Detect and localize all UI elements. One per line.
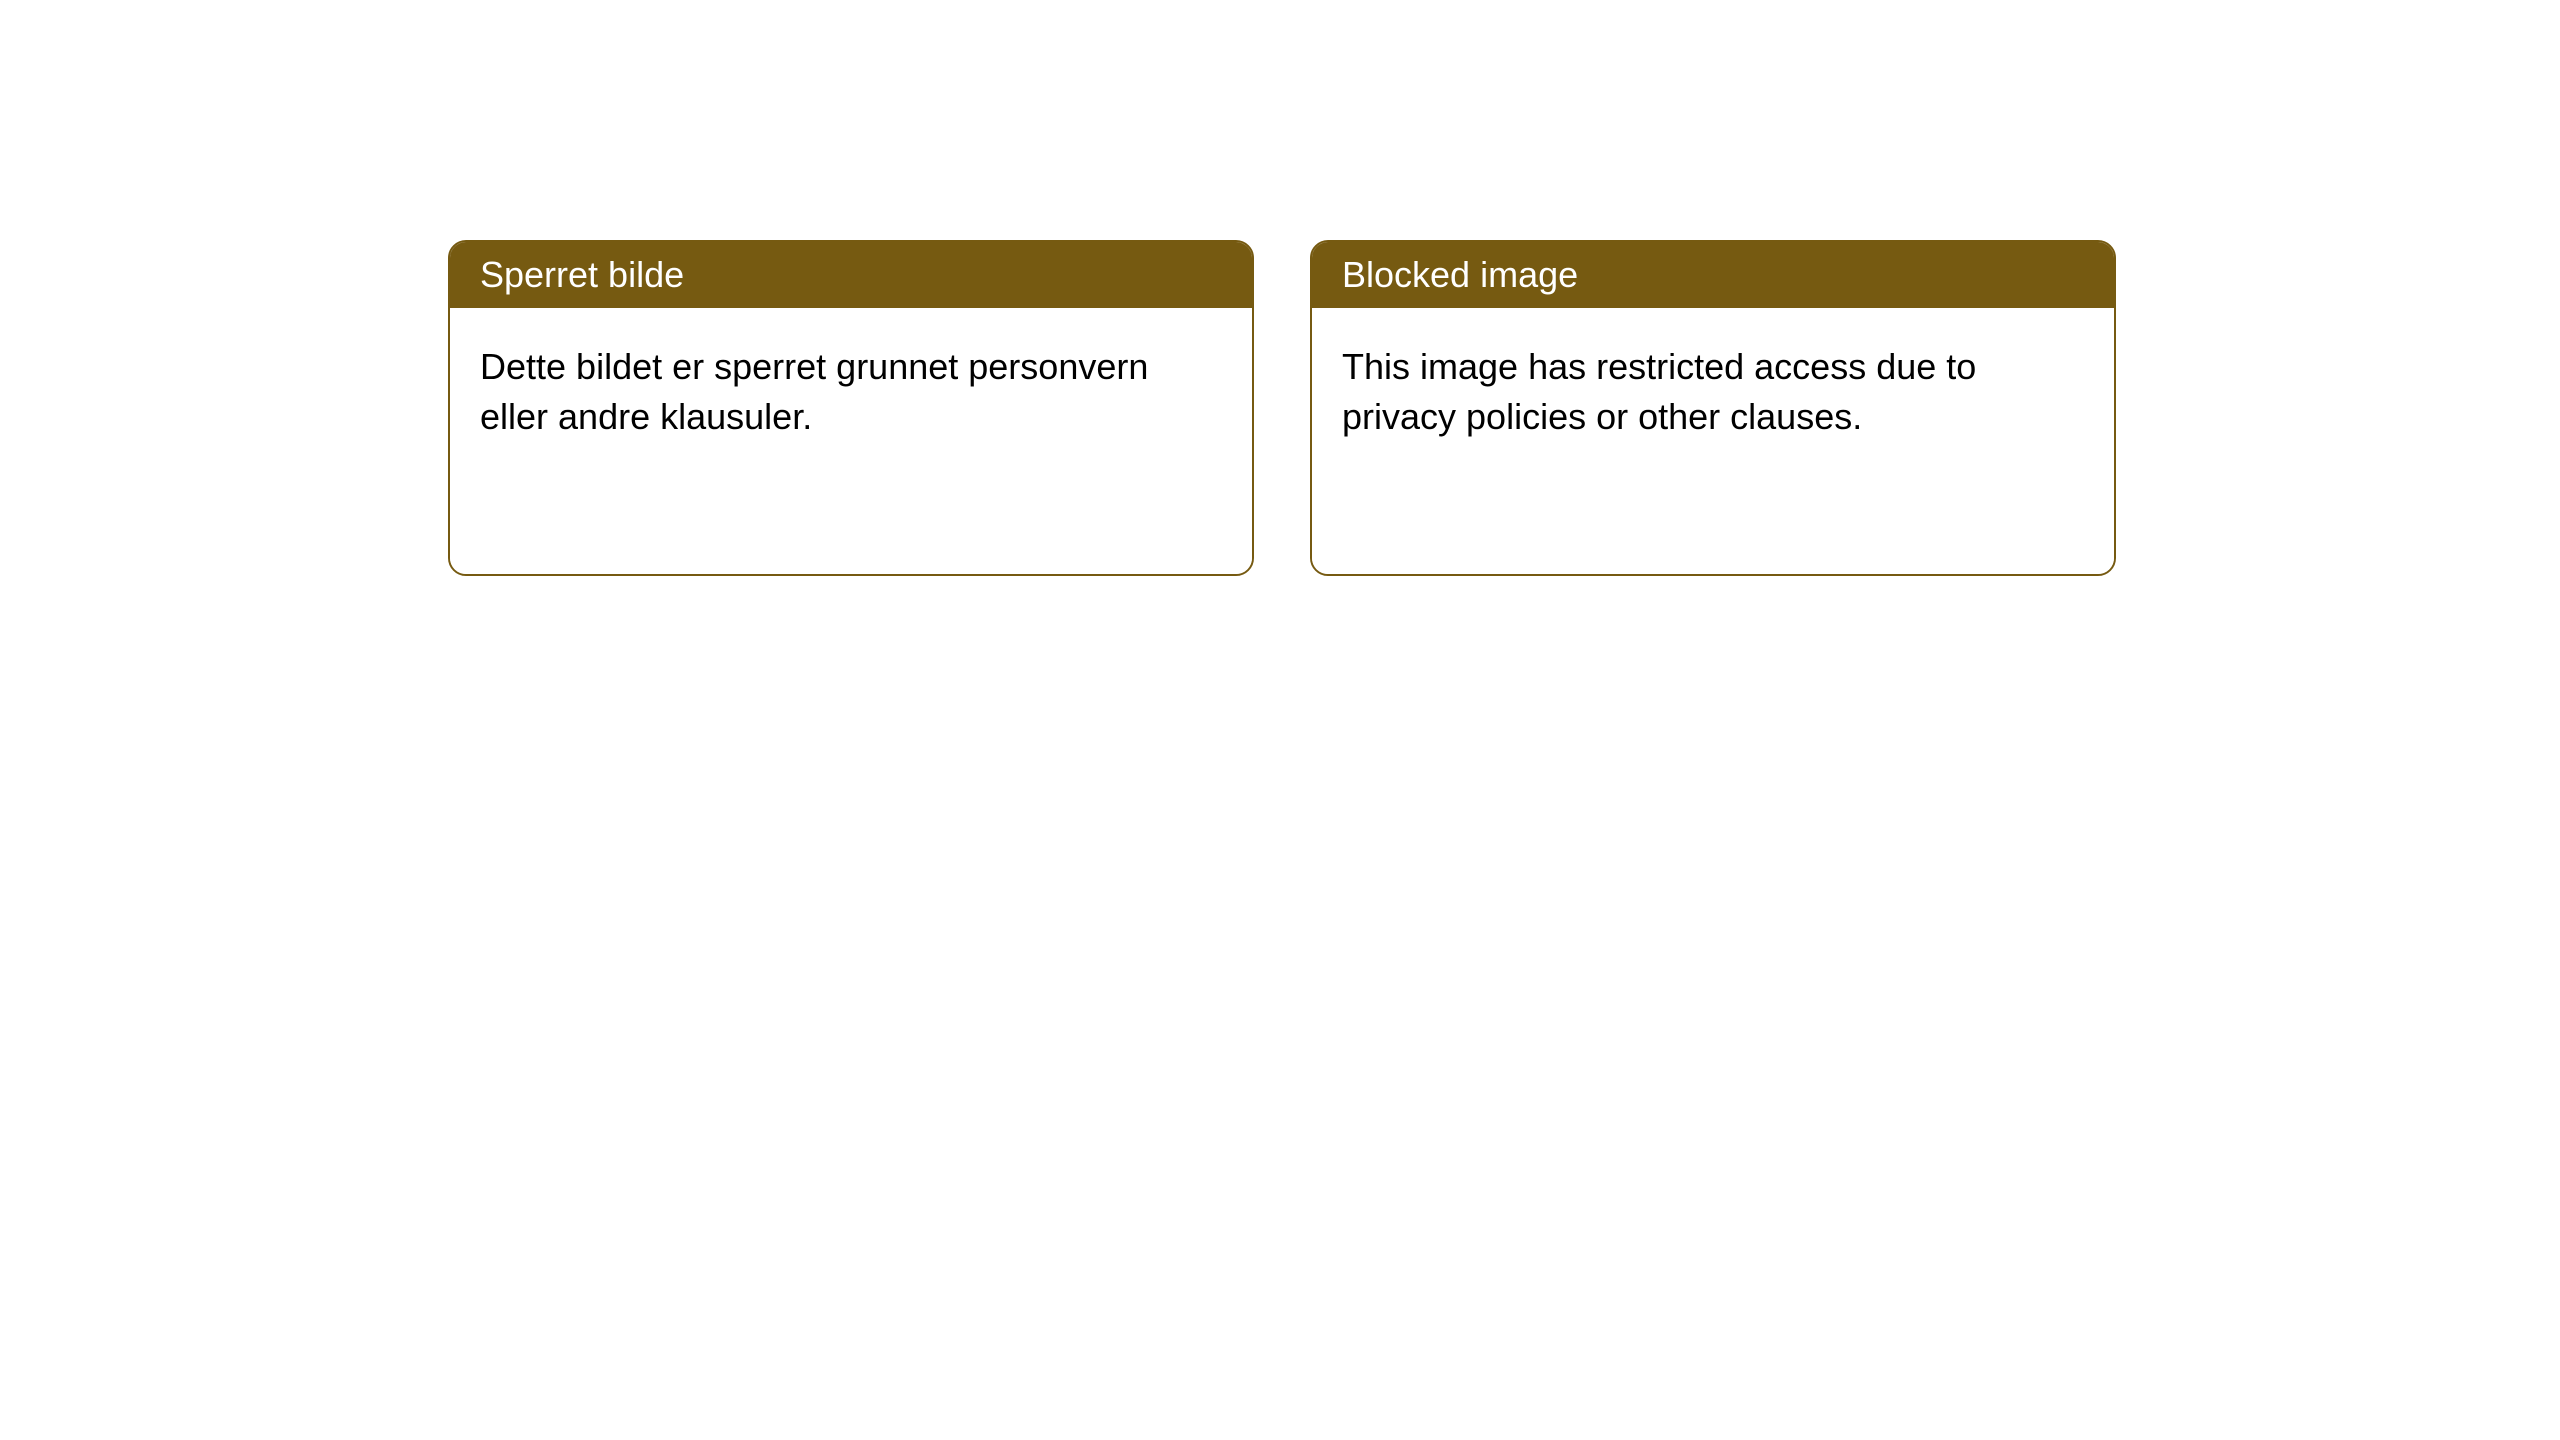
notice-card-english: Blocked image This image has restricted … bbox=[1310, 240, 2116, 576]
notice-title: Blocked image bbox=[1342, 254, 1578, 295]
notice-body-text: This image has restricted access due to … bbox=[1342, 346, 1976, 437]
notice-title: Sperret bilde bbox=[480, 254, 684, 295]
notice-container: Sperret bilde Dette bildet er sperret gr… bbox=[448, 240, 2116, 576]
notice-body: This image has restricted access due to … bbox=[1312, 308, 2114, 574]
notice-header: Blocked image bbox=[1312, 242, 2114, 308]
notice-card-norwegian: Sperret bilde Dette bildet er sperret gr… bbox=[448, 240, 1254, 576]
notice-body-text: Dette bildet er sperret grunnet personve… bbox=[480, 346, 1148, 437]
notice-header: Sperret bilde bbox=[450, 242, 1252, 308]
notice-body: Dette bildet er sperret grunnet personve… bbox=[450, 308, 1252, 574]
